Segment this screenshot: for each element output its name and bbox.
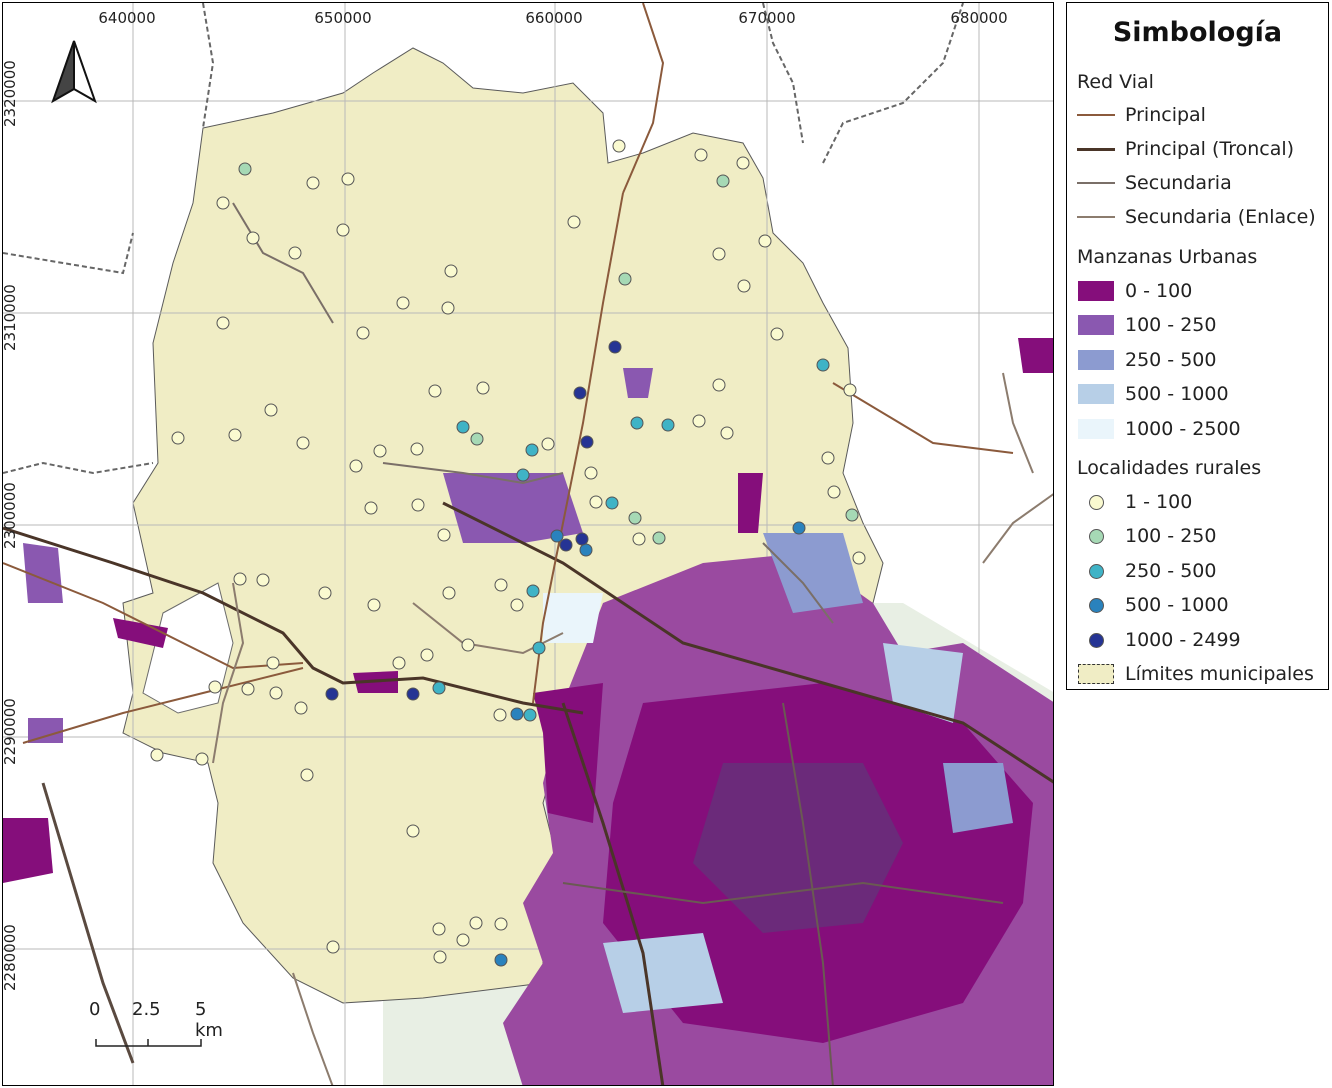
road-troncal xyxy=(442,501,1053,784)
y-coord-label: 2290000 xyxy=(2,698,19,765)
x-coord-label: 680000 xyxy=(950,9,1008,27)
x-coord-label: 640000 xyxy=(98,9,156,27)
y-coord-label: 2310000 xyxy=(2,284,19,351)
road-principal xyxy=(832,382,1014,454)
legend-item-localidad: 1 - 100 xyxy=(1077,487,1192,517)
legend-item-road-enlace: Secundaria (Enlace) xyxy=(1077,202,1316,232)
road-principal xyxy=(22,667,304,744)
y-coord-label: 2280000 xyxy=(2,924,19,991)
road-secundaria xyxy=(562,881,1004,905)
y-coord-label: 2320000 xyxy=(2,60,19,127)
legend-item-limites: Límites municipales xyxy=(1077,659,1314,689)
y-coord-label: 2300000 xyxy=(2,482,19,549)
road-secundaria xyxy=(41,782,135,1064)
road-principal xyxy=(622,3,665,194)
legend-item-manzana: 0 - 100 xyxy=(1077,276,1192,306)
legend-title: Simbología xyxy=(1112,17,1283,48)
legend-item-road-secundaria: Secundaria xyxy=(1077,168,1232,198)
road-secundaria xyxy=(382,462,564,485)
scale-line xyxy=(95,1039,202,1047)
legend-item-manzana: 100 - 250 xyxy=(1077,310,1216,340)
road-secundaria xyxy=(292,972,334,1085)
road-principal xyxy=(3,562,304,670)
roads xyxy=(3,3,1053,1085)
road-secundaria xyxy=(212,582,245,764)
x-coord-label: 660000 xyxy=(525,9,583,27)
road-secundaria xyxy=(982,493,1053,564)
legend-item-manzana: 1000 - 2500 xyxy=(1077,414,1241,444)
scale-label: 0 xyxy=(89,999,101,1020)
legend-item-manzana: 500 - 1000 xyxy=(1077,379,1229,409)
scale-label: 2.5 xyxy=(132,999,161,1020)
scale-label: 5 km xyxy=(195,999,223,1041)
state-boundary xyxy=(3,3,964,475)
road-secundaria xyxy=(1002,372,1034,474)
map-frame[interactable]: 640000 650000 660000 670000 680000 23200… xyxy=(2,2,1054,1086)
road-secundaria xyxy=(762,542,834,624)
x-coord-label: 650000 xyxy=(314,9,372,27)
legend-item-road-principal: Principal xyxy=(1077,100,1206,130)
legend-item-road-troncal: Principal (Troncal) xyxy=(1077,134,1294,164)
x-coord-label: 670000 xyxy=(738,9,796,27)
legend-item-localidad: 500 - 1000 xyxy=(1077,590,1229,620)
legend-heading-manzanas: Manzanas Urbanas xyxy=(1077,246,1258,268)
urban-blocks xyxy=(3,338,1053,1085)
municipal-hole xyxy=(142,582,234,714)
rural-localities xyxy=(150,139,866,967)
road-secundaria xyxy=(232,202,334,324)
road-principal xyxy=(532,192,624,704)
scale-bar: 0 2.5 5 km xyxy=(81,999,223,1051)
road-troncal xyxy=(561,702,665,1085)
legend-panel: Simbología Red Vial Principal Principal … xyxy=(1066,2,1329,690)
legend-item-localidad: 250 - 500 xyxy=(1077,556,1216,586)
road-troncal xyxy=(3,526,584,715)
north-arrow-icon xyxy=(51,40,97,104)
legend-item-localidad: 100 - 250 xyxy=(1077,521,1216,551)
legend-heading-localidades: Localidades rurales xyxy=(1077,457,1262,479)
road-secundaria xyxy=(782,702,834,1085)
legend-item-manzana: 250 - 500 xyxy=(1077,345,1216,375)
legend-heading-red-vial: Red Vial xyxy=(1077,71,1154,93)
map-canvas[interactable] xyxy=(3,3,1054,1086)
legend-item-localidad: 1000 - 2499 xyxy=(1077,625,1241,655)
